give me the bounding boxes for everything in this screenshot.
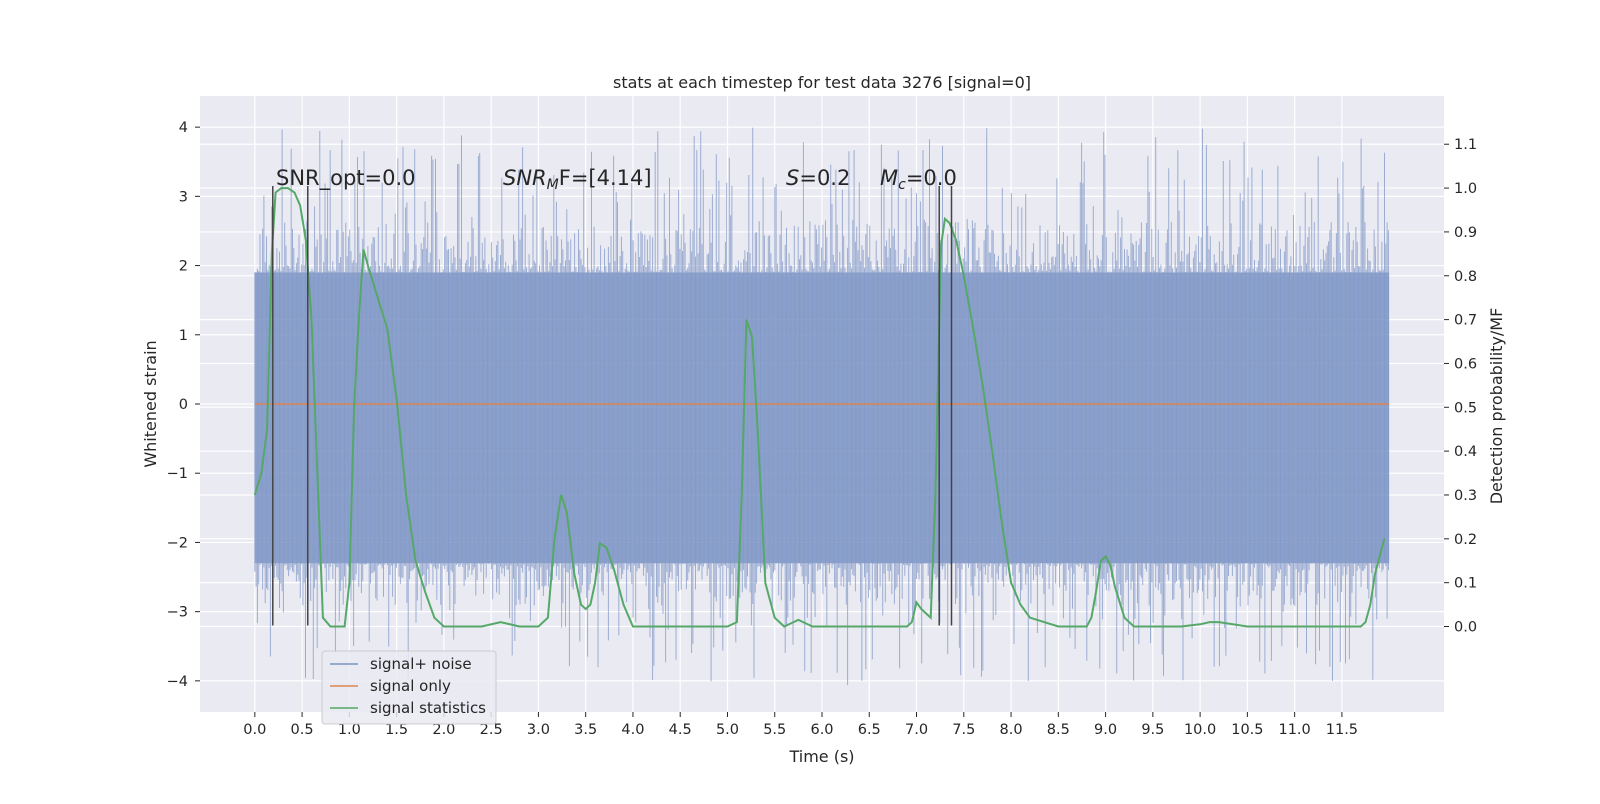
annotation-snr-mf: SNRMF=[4.14]: [503, 166, 652, 193]
y-right-tick-label: 0.2: [1454, 532, 1477, 548]
signal-statistics-line: [253, 187, 1386, 628]
legend-box: [321, 650, 497, 725]
y-left-tick-label: 4: [179, 120, 188, 136]
x-tick-label: 11.5: [1326, 722, 1358, 738]
x-tick-label: 5.0: [716, 722, 739, 738]
y-right-tick-label: 0.0: [1454, 620, 1477, 636]
noise-spikes: [254, 127, 1389, 686]
y-right-tick-label: 0.1: [1454, 576, 1477, 592]
annotation-mc: Mc=0.0: [880, 166, 957, 193]
y-right-tick-label: 0.7: [1454, 313, 1477, 329]
y-left-tick-label: −1: [167, 466, 188, 482]
x-tick-label: 4.5: [669, 722, 692, 738]
y-right-tick-label: 0.6: [1454, 356, 1477, 372]
y-right-tick-label: 0.3: [1454, 488, 1477, 504]
x-tick-label: 8.5: [1047, 722, 1070, 738]
x-tick-label: 2.0: [432, 722, 455, 738]
x-tick-label: 3.0: [527, 722, 550, 738]
x-axis-label: Time (s): [788, 747, 854, 766]
x-tick-label: 8.0: [1000, 722, 1023, 738]
x-tick-label: 6.0: [810, 722, 833, 738]
y-right-tick-label: 0.4: [1454, 444, 1477, 460]
y-left-tick-label: −2: [167, 535, 188, 551]
x-tick-label: 9.5: [1141, 722, 1164, 738]
x-tick-label: 3.5: [574, 722, 597, 738]
annotation-snr-mf-main: SNR: [503, 166, 547, 190]
legend: signal+ noise signal only signal statist…: [321, 650, 497, 725]
annotation-mc-sub: c: [898, 177, 906, 193]
legend-label-noise: signal+ noise: [370, 655, 472, 673]
x-tick-label: 9.0: [1094, 722, 1117, 738]
x-tick-label: 5.5: [763, 722, 786, 738]
marker-lines: [272, 185, 953, 626]
x-tick-label: 11.0: [1278, 722, 1310, 738]
annotation-snr-opt: SNR_opt=0.0: [276, 166, 416, 191]
y-left-tick-label: −4: [167, 674, 188, 690]
y-right-tick-label: 0.9: [1454, 225, 1477, 241]
legend-label-signal: signal only: [370, 677, 451, 695]
x-tick-label: 10.5: [1231, 722, 1263, 738]
x-tick-label: 6.5: [858, 722, 881, 738]
x-tick-label: 10.0: [1184, 722, 1216, 738]
annotation-s-italic: S: [786, 166, 799, 190]
y-axis-label-right: Detection probability/MF: [1487, 308, 1506, 505]
y-axis-label-left: Whitened strain: [141, 340, 160, 467]
noise-series: [254, 127, 1390, 686]
legend-label-statistics: signal statistics: [370, 699, 486, 717]
axes: 0.0 0.5 1.0 1.5 2.0 2.5 3.0 3.5 4.0 4.5 5.0 5.5 6.0 6…: [167, 120, 1477, 738]
y-right-tick-label: 1.0: [1454, 181, 1477, 197]
annotation-mc-main: M: [880, 166, 898, 190]
y-left-tick-label: 3: [179, 189, 188, 205]
chart-title: stats at each timestep for test data 327…: [613, 73, 1031, 92]
y-right-tick-label: 1.1: [1454, 137, 1477, 153]
x-tick-label: 7.5: [952, 722, 975, 738]
x-tick-label: 0.0: [243, 722, 266, 738]
signal-statistics-series: [253, 187, 1386, 628]
annotation-s: S=0.2: [786, 166, 850, 190]
x-tick-label: 0.5: [291, 722, 314, 738]
annotation-snr-mf-sub: M: [547, 177, 559, 193]
annotation-snr-mf-rest: F=[4.14]: [559, 166, 652, 190]
annotation-s-rest: =0.2: [799, 166, 850, 190]
x-tick-label: 4.0: [621, 722, 644, 738]
annotation-mc-rest: =0.0: [906, 166, 957, 190]
y-left-tick-label: 1: [179, 328, 188, 344]
y-right-tick-label: 0.5: [1454, 400, 1477, 416]
y-left-tick-label: 0: [179, 397, 188, 413]
x-tick-label: 1.5: [385, 722, 408, 738]
y-right-tick-label: 0.8: [1454, 269, 1477, 285]
x-tick-label: 7.0: [905, 722, 928, 738]
y-left-tick-label: 2: [179, 259, 188, 275]
x-tick-label: 1.0: [338, 722, 361, 738]
y-left-tick-label: −3: [167, 605, 188, 621]
x-tick-label: 2.5: [480, 722, 503, 738]
